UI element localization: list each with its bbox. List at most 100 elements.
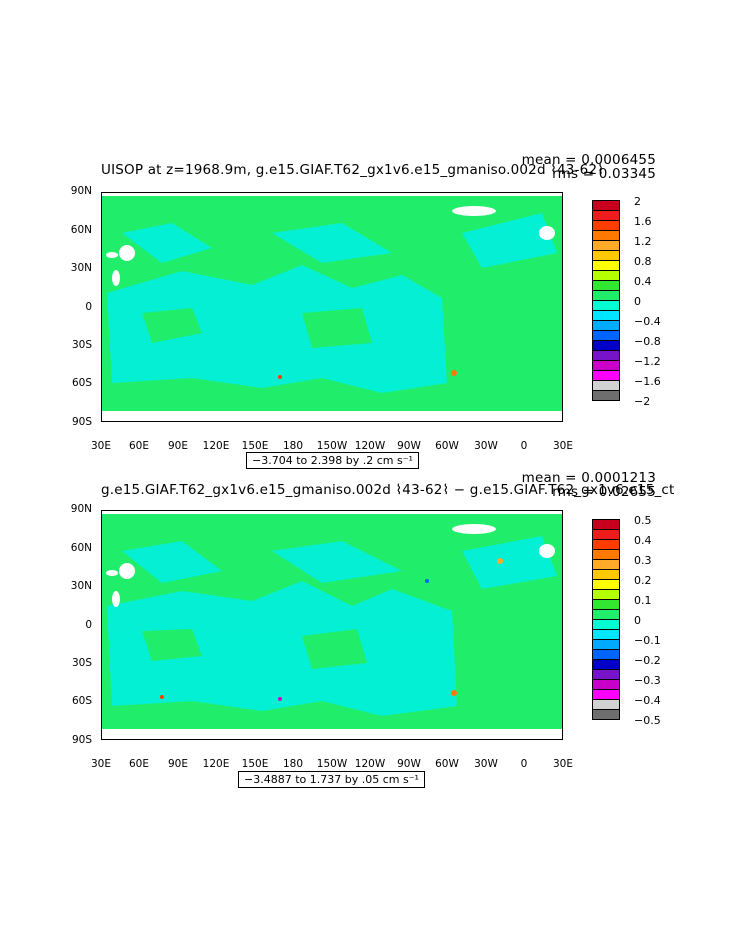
hotspot	[451, 370, 457, 376]
anomaly-patch	[107, 265, 447, 393]
colorbar-label: 0.4	[634, 275, 652, 288]
colorbar-label: 0.5	[634, 514, 652, 527]
lat-label: 30S	[71, 657, 92, 669]
lon-label: 90E	[168, 758, 188, 770]
anomaly-patch	[122, 541, 222, 583]
mean-value: mean = 0.0001213	[521, 470, 656, 486]
colorbar-label: −0.1	[634, 634, 661, 647]
range-label: −3.704 to 2.398 by .2 cm s⁻¹	[246, 452, 419, 469]
lat-label: 60S	[71, 695, 92, 707]
lon-label: 30E	[91, 440, 111, 452]
lon-label: 150E	[241, 758, 269, 770]
range-label: −3.4887 to 1.737 by .05 cm s⁻¹	[238, 771, 425, 788]
lon-label: 90E	[168, 440, 188, 452]
anomaly-patch	[462, 213, 557, 268]
lat-label: 30S	[71, 339, 92, 351]
colorbar-label: −0.2	[634, 654, 661, 667]
lat-label: 90N	[70, 503, 92, 515]
colorbar-label: 0	[634, 295, 641, 308]
colorbar-label: 1.6	[634, 215, 652, 228]
land-blank	[106, 570, 118, 576]
panel-title: UISOP at z=1968.9m, g.e15.GIAF.T62_gx1v6…	[101, 162, 605, 178]
lon-label: 30W	[474, 440, 498, 452]
land-blank	[539, 226, 555, 240]
lon-label: 60W	[435, 758, 459, 770]
lat-label: 60S	[71, 377, 92, 389]
lon-label: 120W	[354, 758, 386, 770]
greenland-blank	[452, 524, 496, 534]
lon-label: 120E	[202, 440, 230, 452]
lon-label: 60E	[129, 440, 149, 452]
map-svg	[102, 511, 562, 739]
hotspot	[497, 558, 503, 564]
lat-label: 60N	[70, 224, 92, 236]
lat-label: 60N	[70, 542, 92, 554]
anomaly-patch	[107, 581, 457, 716]
lon-label: 150W	[316, 440, 348, 452]
lon-label: 0	[520, 758, 528, 770]
land-blank	[119, 563, 135, 579]
colorbar-label: 0.3	[634, 554, 652, 567]
anomaly-patch	[272, 223, 392, 263]
lon-label: 30E	[91, 758, 111, 770]
lon-label: 60W	[435, 440, 459, 452]
colorbar-label: −0.3	[634, 674, 661, 687]
mean-value: mean = 0.0006455	[521, 152, 656, 168]
ocean-gaps	[142, 308, 372, 348]
colorbar-label: 0.4	[634, 534, 652, 547]
land-blank	[112, 270, 120, 286]
anomaly-patch	[122, 223, 212, 263]
lon-label: 30W	[474, 758, 498, 770]
lat-label: 90N	[70, 185, 92, 197]
ocean-gaps	[142, 629, 367, 669]
lat-label: 90S	[71, 416, 92, 428]
map-plot	[101, 192, 563, 422]
panel-title: g.e15.GIAF.T62_gx1v6.e15_gmaniso.002d ⌇4…	[101, 482, 675, 498]
lon-label: 60E	[129, 758, 149, 770]
colorbar-box	[592, 390, 620, 401]
colorbar-label: −0.4	[634, 315, 661, 328]
lon-label: 180	[282, 758, 304, 770]
land-blank	[112, 591, 120, 607]
land-blank	[119, 245, 135, 261]
lon-label: 180	[282, 440, 304, 452]
colorbar-box	[592, 709, 620, 720]
colorbar-label: 0.2	[634, 574, 652, 587]
lon-label: 30E	[553, 440, 573, 452]
anomaly-patch	[272, 541, 402, 583]
land-blank	[539, 544, 555, 558]
anomaly-patches	[107, 213, 557, 393]
lat-label: 90S	[71, 734, 92, 746]
hotspot	[451, 690, 457, 696]
anomaly-patch	[462, 536, 557, 589]
lat-label: 0	[85, 301, 92, 313]
lon-label: 90W	[397, 440, 421, 452]
colorbar-label: 0	[634, 614, 641, 627]
colorbar-label: 0.1	[634, 594, 652, 607]
map-plot	[101, 510, 563, 740]
lat-label: 30N	[70, 262, 92, 274]
hotspot	[278, 697, 282, 701]
hotspot	[278, 375, 282, 379]
lon-label: 0	[520, 440, 528, 452]
colorbar-label: −0.4	[634, 694, 661, 707]
colorbar-label: −2	[634, 395, 651, 408]
colorbar-label: −0.8	[634, 335, 661, 348]
lat-label: 0	[85, 619, 92, 631]
lon-label: 30E	[553, 758, 573, 770]
greenland-blank	[452, 206, 496, 216]
hotspot	[425, 579, 429, 583]
colorbar-label: 2	[634, 195, 641, 208]
lon-label: 90W	[397, 758, 421, 770]
colorbar-label: 0.8	[634, 255, 652, 268]
lon-label: 120W	[354, 440, 386, 452]
lon-label: 120E	[202, 758, 230, 770]
colorbar-label: −0.5	[634, 714, 661, 727]
hotspot	[160, 695, 164, 699]
colorbar-label: −1.6	[634, 375, 661, 388]
rms-value: rms = 0.02655	[552, 484, 656, 500]
land-blank	[106, 252, 118, 258]
map-svg	[102, 193, 562, 421]
colorbar-label: −1.2	[634, 355, 661, 368]
lon-label: 150W	[316, 758, 348, 770]
